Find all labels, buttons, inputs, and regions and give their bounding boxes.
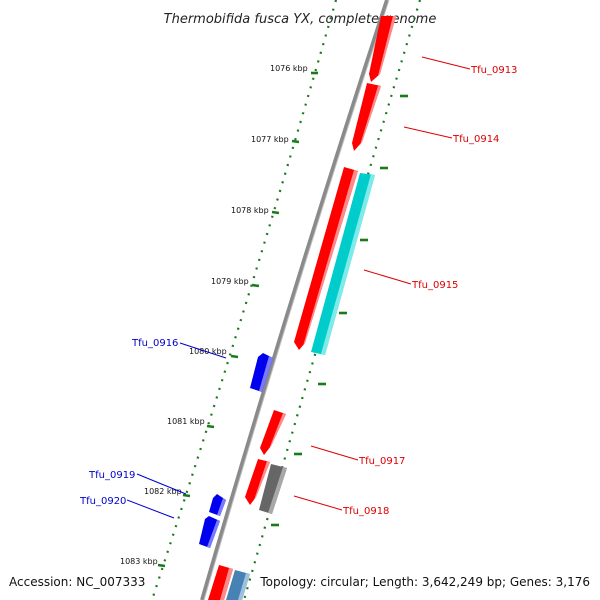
- gene-arrow-tfu-0917[interactable]: [260, 410, 286, 455]
- gene-label-tfu-0914[interactable]: Tfu_0914: [452, 134, 499, 145]
- gene-arrow-tfu-0918[interactable]: [245, 459, 270, 505]
- gene-label-tfu-0917[interactable]: Tfu_0917: [358, 456, 405, 467]
- gene-label-tfu-0918[interactable]: Tfu_0918: [342, 506, 389, 517]
- outer-major-ticks: [271, 94, 408, 527]
- gene-label-tfu-0920[interactable]: Tfu_0920: [79, 496, 126, 507]
- accession-text: Accession: NC_007333: [9, 575, 145, 589]
- tick-labels: 1076 kbp 1077 kbp 1078 kbp 1079 kbp 1080…: [120, 64, 308, 566]
- map-title: Thermobifida fusca YX, complete genome: [164, 12, 437, 27]
- gene-arrow-bottom-red-shade: [220, 568, 233, 600]
- tick-label: 1076 kbp: [270, 64, 308, 73]
- gene-label-tfu-0915[interactable]: Tfu_0915: [411, 280, 458, 291]
- tick-label: 1083 kbp: [120, 557, 158, 566]
- gene-label-tfu-0916[interactable]: Tfu_0916: [131, 338, 178, 349]
- gene-features: [199, 16, 396, 600]
- gene-arrow-tfu-0920-shade: [207, 520, 220, 548]
- gene-arrow-grey-shade: [268, 467, 287, 514]
- gene-arrow-tfu-0913-shade: [378, 16, 396, 76]
- gene-arrow-bottom-red[interactable]: [208, 565, 233, 600]
- tick-label: 1077 kbp: [251, 135, 289, 144]
- label-leaders: [126, 56, 471, 519]
- tick-label: 1079 kbp: [211, 277, 249, 286]
- genome-backbone: [200, 0, 389, 600]
- gene-arrow-tfu-0915-shade: [303, 170, 358, 346]
- gene-arrow-tfu-0917-shade: [269, 413, 286, 449]
- gene-arrow-tfu-0916-shade: [259, 356, 273, 392]
- gene-arrow-cyan-shade: [321, 174, 375, 355]
- gene-arrow-tfu-0920[interactable]: [199, 516, 220, 548]
- genome-info-text: Topology: circular; Length: 3,642,249 bp…: [259, 575, 590, 589]
- gene-label-tfu-0919[interactable]: Tfu_0919: [88, 470, 135, 481]
- gene-labels: Tfu_0913 Tfu_0914 Tfu_0915 Tfu_0916 Tfu_…: [79, 65, 517, 517]
- gene-arrow-tfu-0918-shade: [254, 461, 270, 500]
- tick-label: 1082 kbp: [144, 487, 182, 496]
- inner-major-ticks: [157, 71, 318, 568]
- genome-backbone-highlight: [203, 0, 390, 600]
- gene-label-tfu-0913[interactable]: Tfu_0913: [470, 65, 517, 76]
- gene-arrow-tfu-0914-shade: [360, 86, 381, 145]
- tick-label: 1080 kbp: [189, 347, 227, 356]
- gene-arrow-bottom-steel-shade: [238, 573, 250, 600]
- gene-arrow-tfu-0919-shade: [217, 498, 226, 516]
- tick-label: 1081 kbp: [167, 417, 205, 426]
- tick-label: 1078 kbp: [231, 206, 269, 215]
